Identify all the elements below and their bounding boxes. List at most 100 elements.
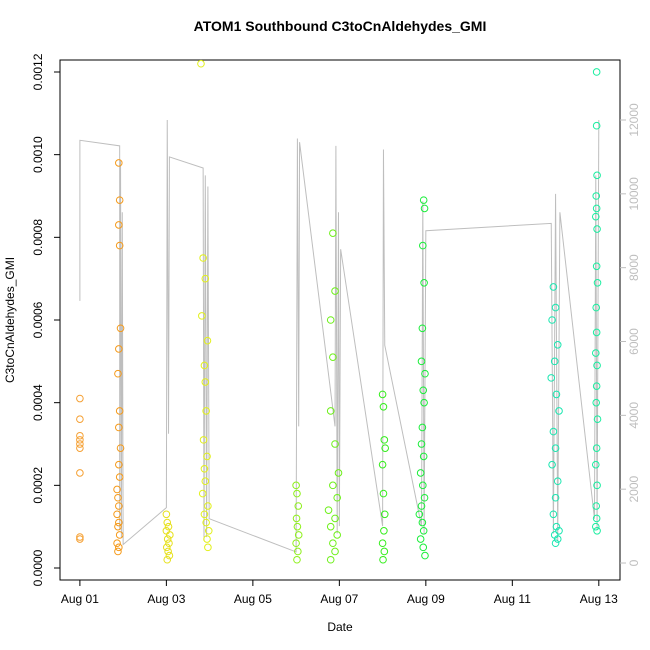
data-point (293, 522, 302, 531)
data-point (326, 316, 335, 324)
data-point (115, 159, 123, 167)
data-point (419, 386, 428, 395)
data-point (326, 555, 335, 564)
y-tick-label: 0.0012 (31, 53, 45, 90)
data-point (198, 489, 207, 498)
data-point (547, 374, 556, 382)
y-axis-label: C3toCnAldehydes_GMI (3, 257, 17, 383)
data-point (417, 440, 426, 448)
data-point (115, 407, 124, 415)
data-point (76, 469, 84, 477)
x-tick-label: Aug 11 (494, 592, 531, 606)
data-point (292, 539, 300, 548)
data-point (417, 502, 426, 510)
data-point (416, 469, 425, 477)
data-point (165, 551, 174, 560)
data-point (203, 452, 211, 461)
data-point (331, 547, 339, 556)
data-point (199, 254, 207, 262)
data-point (417, 357, 426, 366)
data-point (592, 398, 601, 407)
data-point (420, 493, 429, 502)
data-point (115, 241, 124, 250)
data-point (592, 444, 601, 452)
data-point (163, 555, 172, 564)
data-point (334, 469, 343, 477)
data-point (293, 489, 301, 498)
data-point (201, 477, 210, 486)
data-point (76, 440, 84, 448)
data-point (329, 229, 337, 237)
data-point (162, 510, 171, 519)
data-point (294, 547, 302, 556)
data-point (380, 527, 388, 535)
data-point (419, 543, 428, 552)
data-point (113, 485, 121, 494)
data-point (115, 423, 123, 432)
data-point (419, 481, 427, 490)
data-point (420, 278, 428, 287)
data-point (76, 394, 84, 403)
data-point (115, 543, 123, 552)
y2-tick-label: 10000 (627, 177, 641, 211)
data-point (548, 460, 556, 469)
data-point (116, 324, 125, 333)
data-point (591, 212, 600, 221)
data-point (201, 274, 210, 283)
data-point (551, 493, 560, 502)
data-point (548, 316, 556, 324)
data-point (419, 196, 428, 204)
data-point (592, 262, 601, 271)
data-point (163, 543, 171, 552)
data-point (555, 527, 563, 535)
data-point (76, 431, 84, 440)
y-tick-label: 0.0000 (31, 549, 45, 586)
data-point (115, 345, 123, 353)
data-point (165, 539, 173, 548)
x-tick-label: Aug 03 (147, 592, 185, 606)
data-point (592, 328, 601, 337)
data-point (593, 527, 601, 535)
y2-tick-label: 6000 (627, 328, 641, 355)
data-point (198, 312, 206, 320)
data-point (294, 502, 303, 510)
data-point (292, 514, 301, 523)
data-point (551, 539, 560, 548)
data-point (204, 543, 212, 552)
data-point (76, 533, 84, 541)
data-point (592, 303, 601, 312)
data-point (592, 121, 601, 130)
data-point (593, 415, 602, 424)
data-point (114, 547, 122, 556)
data-point (418, 518, 427, 527)
chart-title: ATOM1 Southbound C3toCnAldehydes_GMI (194, 18, 487, 34)
data-point (114, 369, 122, 378)
data-point (380, 547, 389, 556)
data-point (115, 196, 124, 204)
data-point (204, 502, 212, 510)
data-point (593, 278, 602, 287)
data-point (378, 539, 387, 548)
data-point (379, 489, 388, 498)
data-point (76, 436, 84, 444)
data-point (164, 547, 172, 556)
data-point (551, 303, 560, 312)
data-point (329, 353, 337, 362)
data-point (591, 349, 600, 357)
data-point (115, 518, 123, 527)
data-point (331, 514, 339, 523)
data-point (324, 506, 333, 514)
data-point (76, 415, 84, 424)
x-tick-label: Aug 13 (580, 592, 618, 606)
data-point (197, 59, 205, 68)
data-point (421, 551, 429, 560)
data-point (202, 518, 210, 527)
data-point (592, 514, 601, 523)
data-point (203, 336, 212, 345)
data-point (593, 225, 601, 233)
data-point (333, 493, 341, 502)
data-point (553, 477, 562, 486)
data-point (549, 510, 558, 519)
data-point (421, 369, 429, 378)
